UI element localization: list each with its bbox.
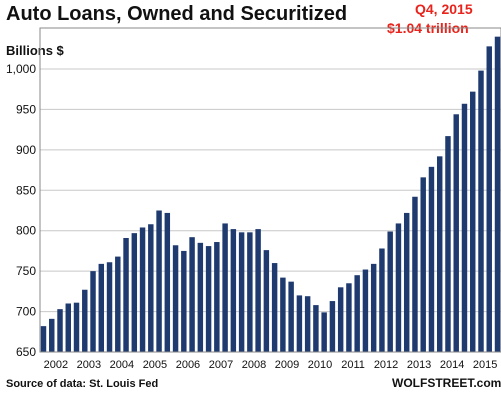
bar bbox=[453, 114, 459, 352]
bar bbox=[172, 245, 179, 352]
y-tick-label: 750 bbox=[16, 264, 36, 278]
bar bbox=[321, 312, 327, 352]
bar bbox=[82, 289, 88, 352]
bar bbox=[370, 263, 377, 352]
bar bbox=[346, 283, 352, 352]
x-tick-labels: 2002 2003 2004 2005 2006 2007 2008 2009 2010 2011… bbox=[44, 359, 498, 371]
x-tick-label: 2007 bbox=[209, 359, 233, 371]
bar bbox=[470, 91, 476, 352]
x-tick-label: 2013 bbox=[407, 359, 431, 371]
y-tick-label: 700 bbox=[16, 305, 36, 319]
bar bbox=[288, 281, 294, 352]
x-tick-label: 2005 bbox=[143, 359, 167, 371]
bar bbox=[428, 166, 435, 352]
bar bbox=[49, 318, 55, 352]
x-tick-label: 2014 bbox=[440, 359, 464, 371]
bar bbox=[486, 46, 492, 353]
bar bbox=[329, 301, 336, 352]
y-tick-labels: 650 700 750 800 850 900 950 1,000 bbox=[6, 62, 36, 359]
x-tick-label: 2012 bbox=[374, 359, 398, 371]
bar bbox=[139, 227, 146, 352]
bar bbox=[494, 36, 501, 352]
bar bbox=[362, 269, 369, 352]
bar bbox=[106, 262, 113, 352]
bar bbox=[255, 229, 261, 352]
bar bbox=[379, 248, 385, 352]
x-tick-label: 2009 bbox=[275, 359, 299, 371]
bar bbox=[478, 70, 484, 353]
bar bbox=[395, 223, 402, 352]
bar bbox=[222, 223, 228, 352]
bar bbox=[214, 242, 220, 352]
y-tick-label: 1,000 bbox=[6, 62, 36, 76]
x-tick-label: 2008 bbox=[242, 359, 266, 371]
plot-frame bbox=[39, 27, 501, 353]
bar bbox=[65, 303, 71, 352]
bar bbox=[156, 210, 162, 352]
bar bbox=[420, 177, 426, 352]
bar bbox=[205, 246, 212, 352]
source-note: Source of data: St. Louis Fed bbox=[6, 378, 158, 390]
bar bbox=[387, 231, 393, 352]
bar bbox=[98, 263, 105, 352]
y-tick-label: 650 bbox=[16, 345, 36, 359]
bar bbox=[461, 103, 468, 353]
bar bbox=[181, 250, 187, 352]
y-tick-label: 800 bbox=[16, 224, 36, 238]
bar bbox=[238, 232, 245, 352]
y-tick-label: 950 bbox=[16, 102, 36, 116]
bar bbox=[164, 212, 171, 352]
bar bbox=[123, 237, 129, 352]
bar bbox=[263, 250, 270, 352]
bar bbox=[90, 271, 96, 352]
bar bbox=[354, 275, 360, 352]
bar bbox=[304, 296, 311, 352]
bar bbox=[230, 229, 237, 352]
bar bbox=[412, 196, 418, 352]
y-tick-label: 850 bbox=[16, 183, 36, 197]
bar bbox=[57, 309, 63, 352]
brand-label: WOLFSTREET.com bbox=[392, 376, 501, 390]
bar bbox=[247, 232, 253, 352]
bar bbox=[40, 326, 47, 352]
x-tick-label: 2006 bbox=[176, 359, 200, 371]
bar bbox=[197, 242, 204, 352]
y-axis-label: Billions $ bbox=[6, 43, 65, 58]
x-tick-label: 2011 bbox=[341, 359, 365, 371]
x-tick-label: 2015 bbox=[473, 359, 497, 371]
bar bbox=[313, 305, 319, 352]
bar bbox=[280, 277, 286, 352]
bar bbox=[131, 233, 138, 352]
chart-title: Auto Loans, Owned and Securitized bbox=[6, 3, 347, 25]
bar bbox=[115, 256, 121, 352]
y-tick-label: 900 bbox=[16, 143, 36, 157]
bar bbox=[445, 136, 451, 352]
bar bbox=[73, 302, 80, 352]
bar bbox=[189, 237, 195, 352]
annotation-line-1: Q4, 2015 bbox=[415, 1, 473, 17]
bar bbox=[271, 263, 278, 352]
x-tick-label: 2002 bbox=[44, 359, 68, 371]
bar bbox=[337, 287, 344, 352]
bars bbox=[40, 36, 501, 353]
x-tick-label: 2004 bbox=[110, 359, 134, 371]
x-tick-label: 2010 bbox=[308, 359, 332, 371]
bar bbox=[403, 212, 410, 352]
bar bbox=[436, 156, 443, 352]
bar bbox=[296, 295, 303, 352]
bar bbox=[148, 224, 154, 352]
x-tick-label: 2003 bbox=[77, 359, 101, 371]
